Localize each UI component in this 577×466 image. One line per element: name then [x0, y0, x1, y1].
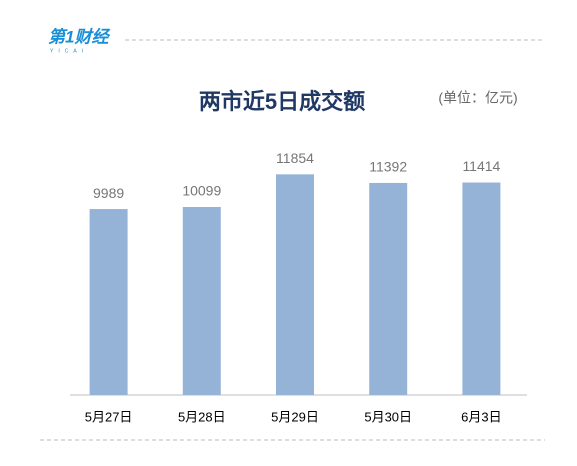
- chart-title: 两市近5日成交额: [199, 89, 365, 114]
- data-label: 9989: [93, 185, 124, 201]
- logo-subtext: YICAI: [50, 48, 88, 54]
- bar: [276, 174, 314, 395]
- bar: [89, 209, 128, 395]
- logo: 第1财经: [48, 27, 110, 46]
- bar: [369, 182, 408, 395]
- bar: [182, 207, 221, 395]
- data-label: 11854: [276, 150, 314, 166]
- data-label: 11392: [369, 159, 407, 175]
- x-tick-label: 5月28日: [178, 409, 226, 424]
- chart-subtitle: (单位：亿元): [438, 90, 517, 106]
- x-tick-label: 5月30日: [364, 409, 412, 424]
- x-tick-label: 5月27日: [85, 409, 133, 424]
- x-tick-label: 6月3日: [461, 409, 501, 424]
- data-label: 11414: [462, 158, 500, 174]
- data-label: 10099: [182, 183, 221, 199]
- x-tick-label: 5月29日: [271, 409, 319, 424]
- bar: [462, 182, 501, 395]
